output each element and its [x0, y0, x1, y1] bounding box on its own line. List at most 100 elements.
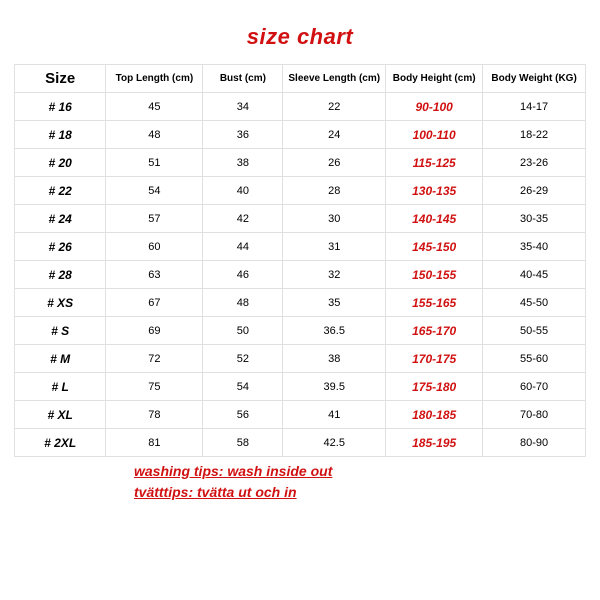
cell-top: 75	[106, 373, 203, 401]
cell-bust: 36	[203, 121, 283, 149]
cell-bust: 38	[203, 149, 283, 177]
cell-top: 51	[106, 149, 203, 177]
cell-size: # XS	[15, 289, 106, 317]
cell-size: # 16	[15, 93, 106, 121]
table-row: # 2XL815842.5185-19580-90	[15, 429, 586, 457]
cell-sleeve: 32	[283, 261, 386, 289]
size-chart-sheet: size chart Size Top Length (cm) Bust (cm…	[0, 0, 600, 600]
cell-height: 180-185	[386, 401, 483, 429]
col-bust: Bust (cm)	[203, 65, 283, 93]
cell-weight: 50-55	[483, 317, 586, 345]
cell-bust: 42	[203, 205, 283, 233]
col-size: Size	[15, 65, 106, 93]
cell-bust: 56	[203, 401, 283, 429]
cell-height: 170-175	[386, 345, 483, 373]
cell-top: 72	[106, 345, 203, 373]
table-row: # 1645342290-10014-17	[15, 93, 586, 121]
cell-top: 57	[106, 205, 203, 233]
table-row: # XS674835155-16545-50	[15, 289, 586, 317]
table-row: # XL785641180-18570-80	[15, 401, 586, 429]
cell-sleeve: 30	[283, 205, 386, 233]
cell-size: # M	[15, 345, 106, 373]
chart-title: size chart	[14, 18, 586, 64]
cell-weight: 30-35	[483, 205, 586, 233]
cell-height: 150-155	[386, 261, 483, 289]
cell-top: 48	[106, 121, 203, 149]
cell-height: 145-150	[386, 233, 483, 261]
cell-size: # S	[15, 317, 106, 345]
cell-weight: 35-40	[483, 233, 586, 261]
cell-weight: 40-45	[483, 261, 586, 289]
cell-bust: 52	[203, 345, 283, 373]
cell-size: # 28	[15, 261, 106, 289]
tip-line: washing tips: wash inside out	[134, 461, 586, 482]
cell-weight: 80-90	[483, 429, 586, 457]
cell-height: 185-195	[386, 429, 483, 457]
cell-bust: 44	[203, 233, 283, 261]
cell-height: 175-180	[386, 373, 483, 401]
tip-line: tvätttips: tvätta ut och in	[134, 482, 586, 503]
cell-height: 100-110	[386, 121, 483, 149]
col-height: Body Height (cm)	[386, 65, 483, 93]
cell-bust: 58	[203, 429, 283, 457]
cell-bust: 46	[203, 261, 283, 289]
cell-size: # 2XL	[15, 429, 106, 457]
cell-bust: 54	[203, 373, 283, 401]
cell-weight: 23-26	[483, 149, 586, 177]
cell-height: 140-145	[386, 205, 483, 233]
cell-top: 45	[106, 93, 203, 121]
cell-sleeve: 39.5	[283, 373, 386, 401]
cell-bust: 50	[203, 317, 283, 345]
cell-bust: 40	[203, 177, 283, 205]
cell-height: 115-125	[386, 149, 483, 177]
cell-size: # XL	[15, 401, 106, 429]
cell-size: # 20	[15, 149, 106, 177]
cell-height: 130-135	[386, 177, 483, 205]
cell-weight: 26-29	[483, 177, 586, 205]
cell-bust: 48	[203, 289, 283, 317]
cell-sleeve: 24	[283, 121, 386, 149]
cell-sleeve: 36.5	[283, 317, 386, 345]
cell-size: # 24	[15, 205, 106, 233]
col-weight: Body Weight (KG)	[483, 65, 586, 93]
cell-top: 69	[106, 317, 203, 345]
cell-weight: 60-70	[483, 373, 586, 401]
cell-height: 165-170	[386, 317, 483, 345]
cell-bust: 34	[203, 93, 283, 121]
cell-sleeve: 35	[283, 289, 386, 317]
table-row: # 28634632150-15540-45	[15, 261, 586, 289]
cell-sleeve: 26	[283, 149, 386, 177]
cell-sleeve: 42.5	[283, 429, 386, 457]
cell-size: # L	[15, 373, 106, 401]
table-row: # 26604431145-15035-40	[15, 233, 586, 261]
table-row: # L755439.5175-18060-70	[15, 373, 586, 401]
table-row: # 24574230140-14530-35	[15, 205, 586, 233]
col-sleeve: Sleeve Length (cm)	[283, 65, 386, 93]
cell-weight: 45-50	[483, 289, 586, 317]
cell-top: 54	[106, 177, 203, 205]
cell-height: 155-165	[386, 289, 483, 317]
cell-weight: 14-17	[483, 93, 586, 121]
cell-top: 67	[106, 289, 203, 317]
table-row: # 22544028130-13526-29	[15, 177, 586, 205]
table-row: # 18483624100-11018-22	[15, 121, 586, 149]
cell-top: 60	[106, 233, 203, 261]
cell-sleeve: 31	[283, 233, 386, 261]
cell-top: 78	[106, 401, 203, 429]
cell-size: # 22	[15, 177, 106, 205]
table-header-row: Size Top Length (cm) Bust (cm) Sleeve Le…	[15, 65, 586, 93]
table-row: # 20513826115-12523-26	[15, 149, 586, 177]
cell-sleeve: 28	[283, 177, 386, 205]
cell-top: 63	[106, 261, 203, 289]
cell-weight: 70-80	[483, 401, 586, 429]
cell-sleeve: 41	[283, 401, 386, 429]
cell-height: 90-100	[386, 93, 483, 121]
table-row: # M725238170-17555-60	[15, 345, 586, 373]
size-table: Size Top Length (cm) Bust (cm) Sleeve Le…	[14, 64, 586, 457]
washing-tips: washing tips: wash inside out tvätttips:…	[14, 461, 586, 503]
cell-size: # 26	[15, 233, 106, 261]
cell-size: # 18	[15, 121, 106, 149]
cell-sleeve: 22	[283, 93, 386, 121]
cell-weight: 55-60	[483, 345, 586, 373]
table-row: # S695036.5165-17050-55	[15, 317, 586, 345]
